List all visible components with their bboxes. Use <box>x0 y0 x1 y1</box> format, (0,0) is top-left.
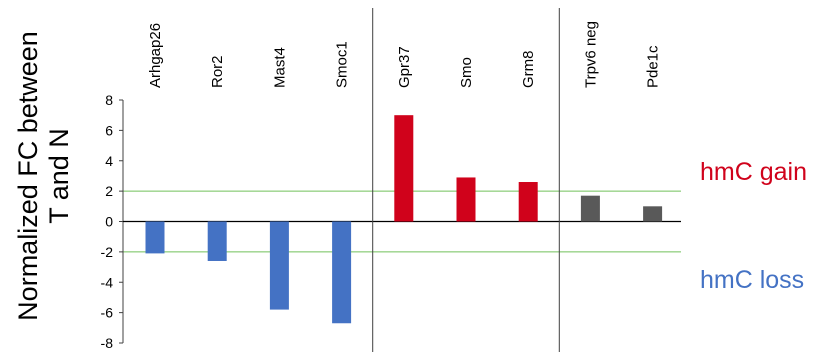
y-axis-title: Normalized FC between T and N <box>6 4 82 348</box>
category-label: Trpv6 neg <box>582 21 599 88</box>
category-label: Smo <box>458 57 475 88</box>
bar-mast4 <box>269 221 289 310</box>
category-label: Smoc1 <box>334 41 351 88</box>
bar-smoc1 <box>332 221 352 324</box>
y-tick-label: -8 <box>101 335 114 351</box>
bars <box>145 115 663 324</box>
bar-pde1c <box>643 206 663 222</box>
axes: 8 6 4 2 0 -2 -4 -6 -8 <box>101 8 681 352</box>
bar-smo <box>456 177 476 222</box>
hmc-loss-annotation: hmC loss <box>700 266 805 294</box>
y-axis-title-line-1: Normalized FC between <box>13 31 43 321</box>
category-label: Mast4 <box>271 47 288 88</box>
y-tick-label: -6 <box>101 305 114 321</box>
y-tick-label: -2 <box>101 244 114 260</box>
hmc-gain-annotation: hmC gain <box>700 158 807 186</box>
y-tick-label: 6 <box>105 122 113 138</box>
category-label: Grm8 <box>520 51 537 89</box>
bar-grm8 <box>518 182 538 222</box>
bar-trpv6-neg <box>580 195 600 222</box>
category-label: Arhgap26 <box>147 23 164 88</box>
category-label: Ror2 <box>209 55 226 88</box>
y-tick-label: 8 <box>105 92 113 108</box>
y-tick-label: 2 <box>105 183 113 199</box>
category-label: Gpr37 <box>396 46 413 88</box>
y-axis-title-line-2: T and N <box>44 128 74 224</box>
bar-arhgap26 <box>145 221 165 254</box>
category-labels: Arhgap26 Ror2 Mast4 Smoc1 Gpr37 Smo Grm8 Trpv6 … <box>147 21 662 88</box>
y-tick-label: -4 <box>101 274 114 290</box>
bar-gpr37 <box>394 115 414 222</box>
y-tick-label: 4 <box>105 153 113 169</box>
category-label: Pde1c <box>645 45 662 88</box>
y-tick-label: 0 <box>105 214 113 230</box>
bar-ror2 <box>207 221 227 261</box>
